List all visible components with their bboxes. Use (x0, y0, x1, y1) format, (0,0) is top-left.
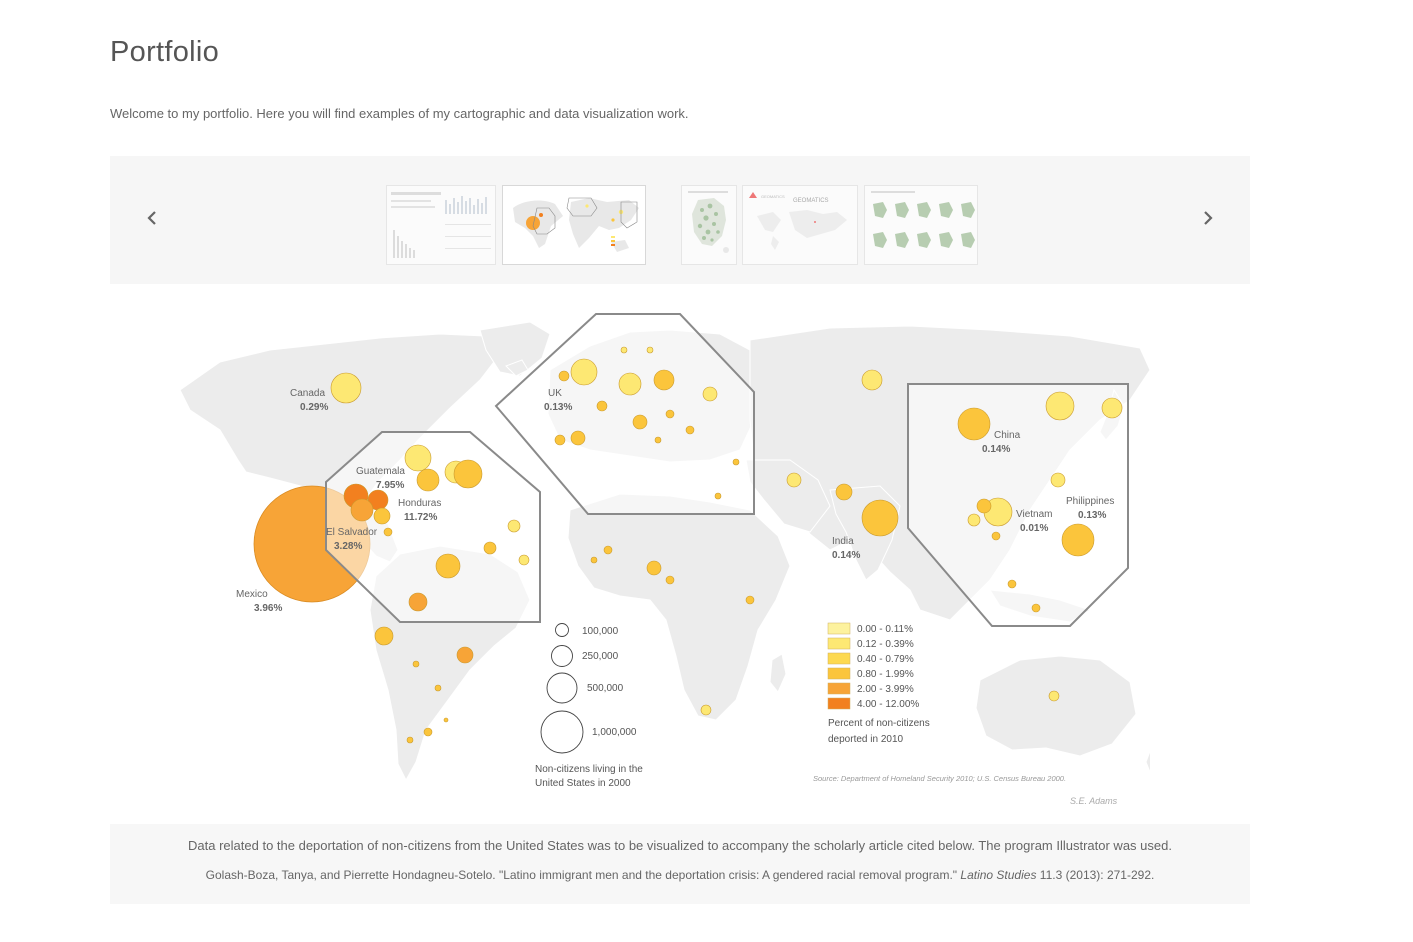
label-china: China (994, 430, 1021, 441)
caption-text: Data related to the deportation of non-c… (188, 838, 1172, 853)
carousel-prev-button[interactable] (138, 200, 166, 240)
pct-canada: 0.29% (300, 402, 328, 413)
size-legend-title: United States in 2000 (535, 778, 631, 789)
pct-vietnam: 0.01% (1020, 523, 1048, 534)
color-legend-label: 4.00 - 12.00% (857, 699, 919, 710)
chevron-left-icon (146, 210, 158, 231)
color-legend-swatch (827, 697, 851, 710)
map-source: Source: Department of Homeland Security … (813, 774, 1066, 783)
geomatics-thumbnail-text: GEOMATICS (793, 198, 829, 204)
label-india: India (832, 536, 854, 547)
map-signature: S.E. Adams (1070, 796, 1118, 806)
size-legend-label: 100,000 (582, 626, 619, 637)
thumbnail-carousel: GEOMATICS GEOMATICS (110, 156, 1250, 284)
geomatics-thumbnail[interactable]: GEOMATICS GEOMATICS (742, 185, 858, 265)
deportation-map: Canada 0.29% UK 0.13% Guatemala 7.95% Ho… (150, 310, 1188, 810)
size-legend-circle (551, 645, 573, 667)
pct-philippines: 0.13% (1078, 510, 1106, 521)
map-bubbles (330, 346, 1188, 744)
label-mexico: Mexico (236, 589, 268, 600)
citation-authors: Golash-Boza, Tanya, and Pierrette Hondag… (205, 868, 958, 882)
color-legend-title: deported in 2010 (828, 734, 904, 745)
color-legend-swatch (827, 667, 851, 680)
color-legend-label: 0.80 - 1.99% (857, 669, 914, 680)
page-title: Portfolio (110, 36, 220, 68)
label-guatemala: Guatemala (356, 466, 405, 477)
color-legend-swatch (827, 622, 851, 635)
dashboard-thumbnail[interactable] (386, 185, 496, 265)
small-multiples-thumbnail[interactable] (864, 185, 978, 265)
pct-el-salvador: 3.28% (334, 541, 362, 552)
citation-journal: Latino Studies (960, 868, 1037, 882)
size-legend-title: Non-citizens living in the (535, 764, 643, 775)
intro-text: Welcome to my portfolio. Here you will f… (110, 106, 689, 121)
caption-box: Data related to the deportation of non-c… (110, 824, 1250, 904)
country-labels: Canada 0.29% UK 0.13% Guatemala 7.95% Ho… (236, 388, 1114, 614)
color-legend-label: 0.00 - 0.11% (857, 624, 913, 635)
label-uk: UK (548, 388, 562, 399)
pct-india: 0.14% (832, 550, 860, 561)
label-el-salvador: El Salvador (326, 527, 378, 538)
color-legend: 0.00 - 0.11% 0.12 - 0.39% 0.40 - 0.79% 0… (827, 622, 930, 745)
label-vietnam: Vietnam (1016, 509, 1053, 520)
pct-honduras: 11.72% (404, 512, 437, 523)
color-legend-label: 2.00 - 3.99% (857, 684, 914, 695)
size-legend: 100,000 250,000 500,000 1,000,000 Non-ci… (535, 623, 643, 789)
size-legend-circle (555, 623, 569, 637)
color-legend-swatch (827, 637, 851, 650)
size-legend-label: 500,000 (587, 683, 624, 694)
chevron-right-icon (1202, 210, 1214, 231)
asia-inset (907, 383, 1129, 627)
size-legend-circle (546, 672, 578, 704)
size-legend-label: 1,000,000 (592, 727, 637, 738)
pct-guatemala: 7.95% (376, 480, 404, 491)
color-legend-label: 0.12 - 0.39% (857, 639, 914, 650)
label-canada: Canada (290, 388, 325, 399)
green-dot-map-thumbnail[interactable] (681, 185, 737, 265)
size-legend-circle (540, 710, 584, 754)
pct-mexico: 3.96% (254, 603, 282, 614)
color-legend-title: Percent of non-citizens (828, 718, 930, 729)
label-philippines: Philippines (1066, 496, 1114, 507)
caribbean-inset (325, 431, 541, 623)
svg-text:GEOMATICS: GEOMATICS (761, 194, 785, 199)
color-legend-swatch (827, 652, 851, 665)
color-legend-swatch (827, 682, 851, 695)
citation: Golash-Boza, Tanya, and Pierrette Hondag… (110, 868, 1250, 882)
map-canvas: Canada 0.29% UK 0.13% Guatemala 7.95% Ho… (179, 313, 1188, 806)
carousel-next-button[interactable] (1194, 200, 1222, 240)
pct-china: 0.14% (982, 444, 1010, 455)
citation-volume: 11.3 (2013): 271-292. (1039, 868, 1155, 882)
size-legend-label: 250,000 (582, 651, 619, 662)
label-honduras: Honduras (398, 498, 441, 509)
color-legend-label: 0.40 - 0.79% (857, 654, 914, 665)
pct-uk: 0.13% (544, 402, 572, 413)
inset-frames (325, 313, 1129, 627)
deportation-map-thumbnail[interactable] (502, 185, 646, 265)
europe-inset (494, 313, 755, 515)
